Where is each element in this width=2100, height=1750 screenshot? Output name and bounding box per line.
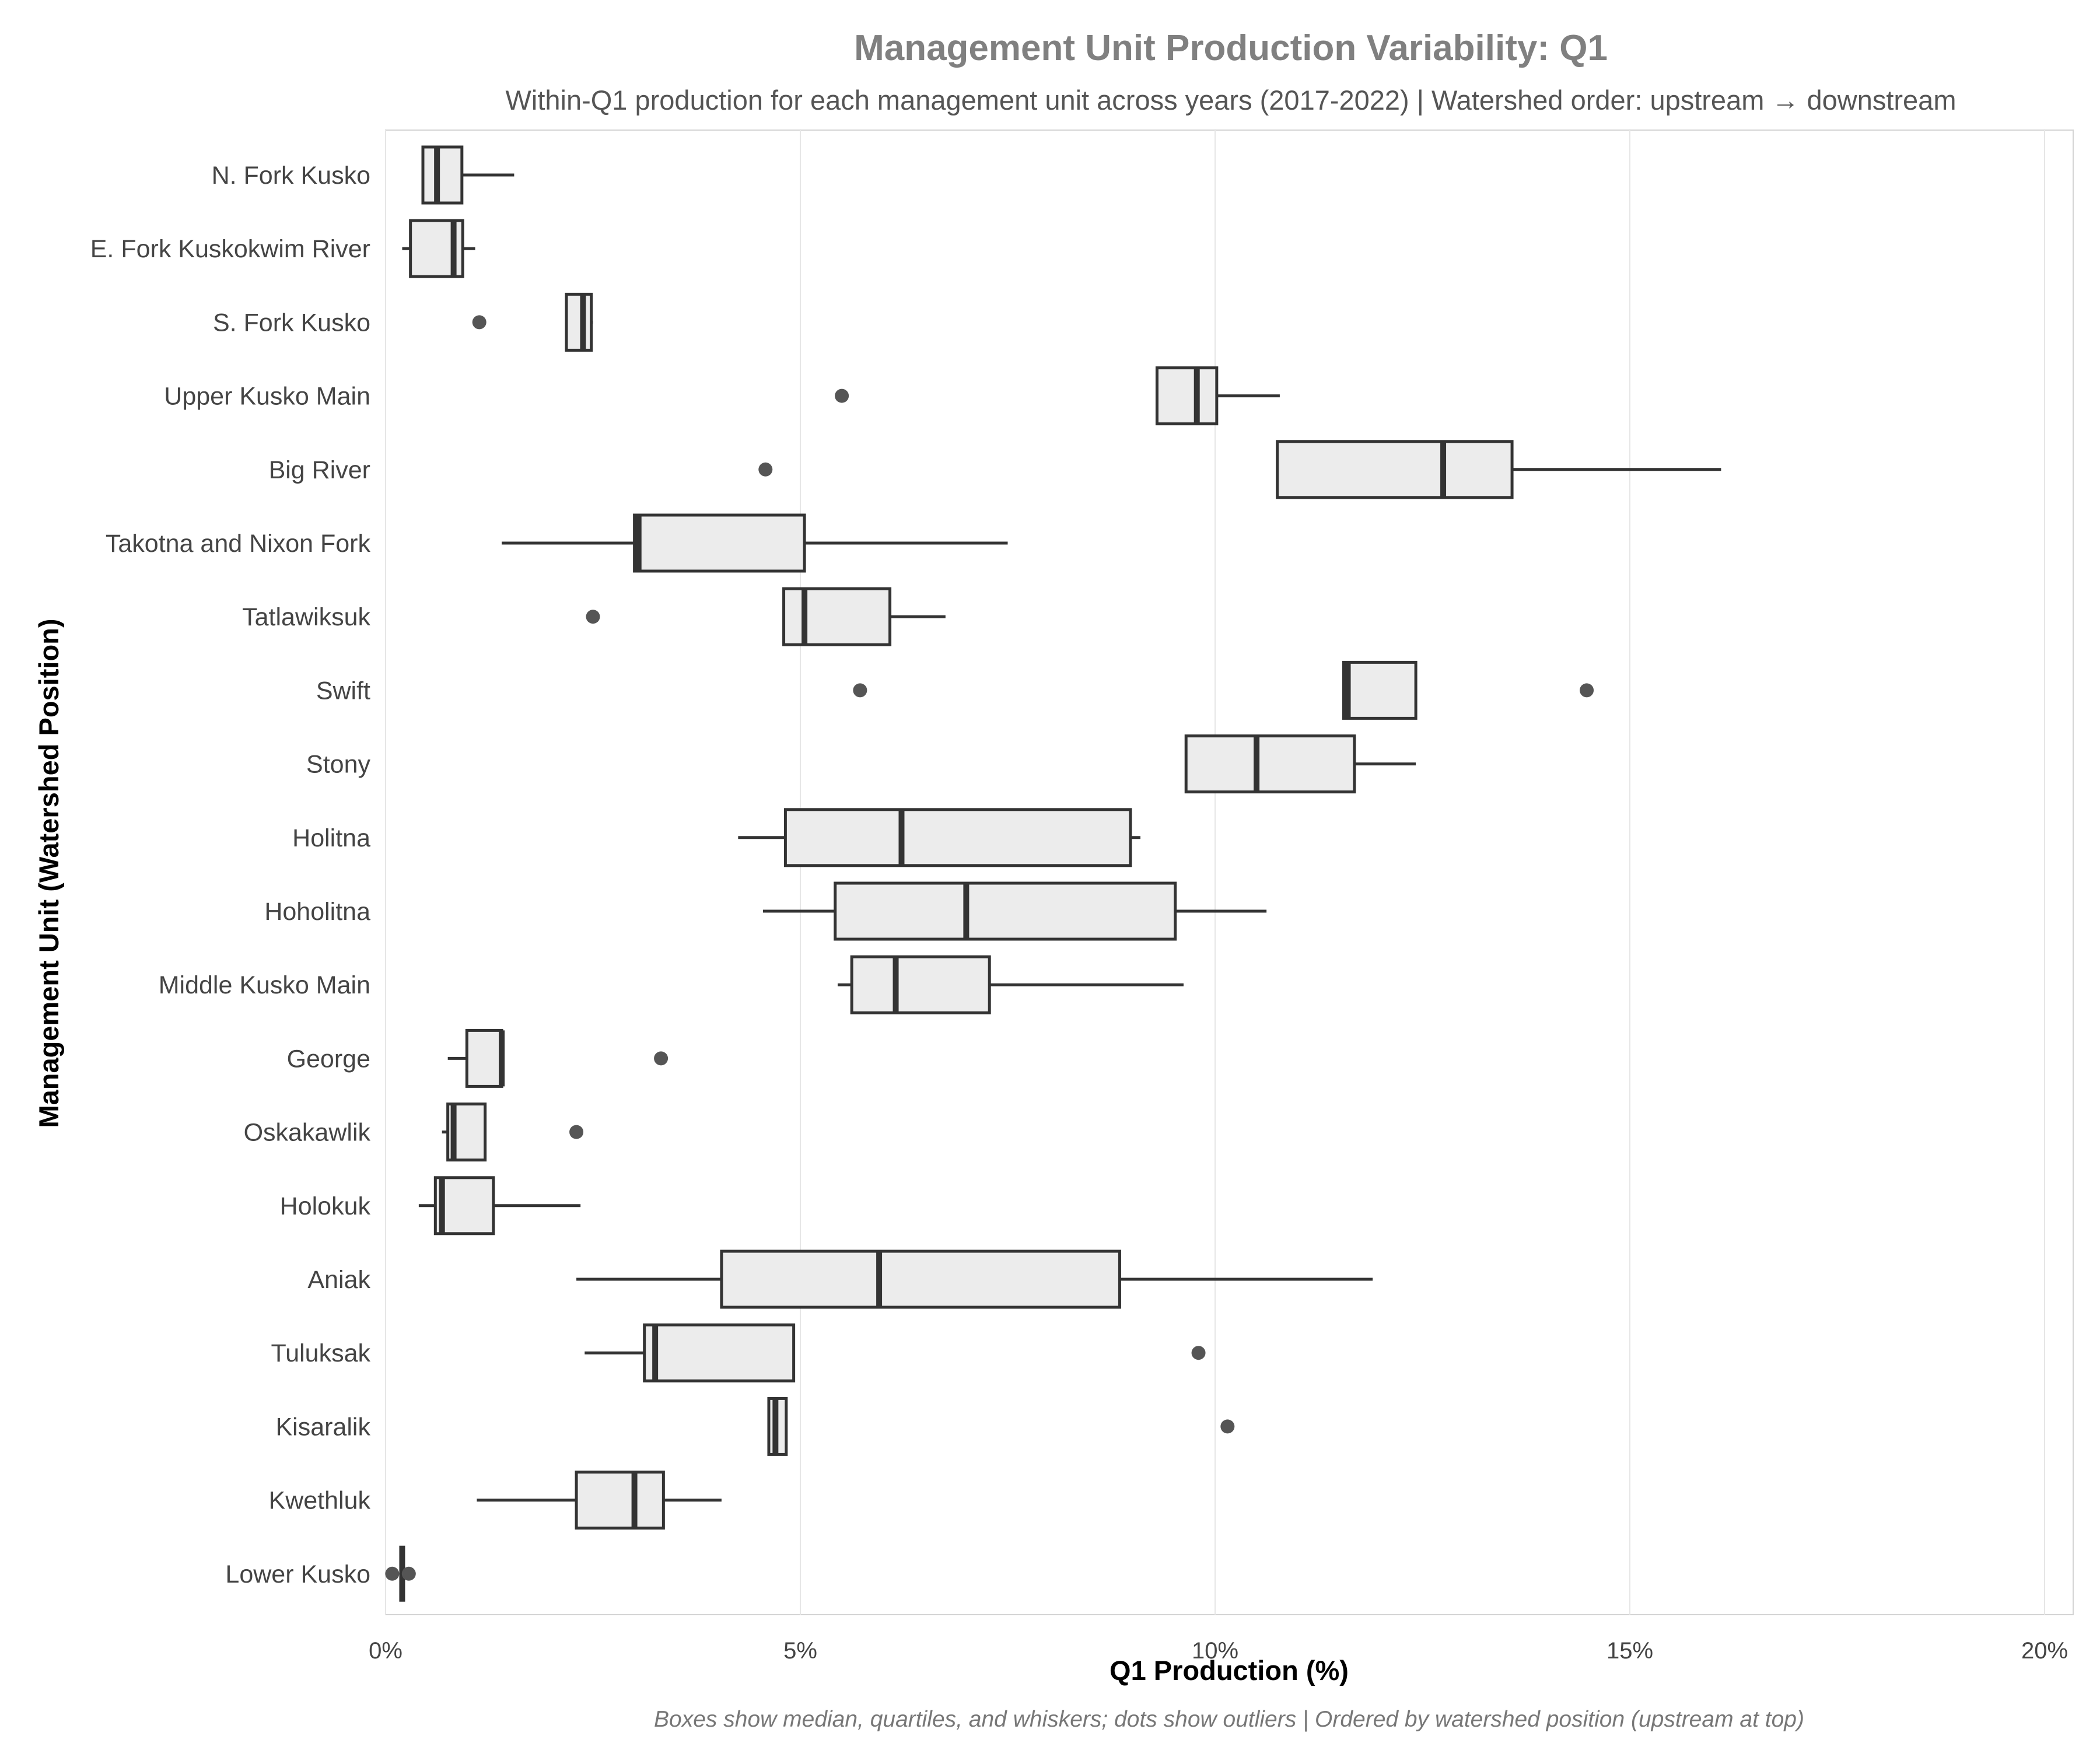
y-tick-label: Kisaralik bbox=[276, 1413, 371, 1441]
y-tick-label: Middle Kusko Main bbox=[159, 971, 370, 999]
x-tick-label: 20% bbox=[2021, 1638, 2068, 1664]
outlier-point bbox=[472, 315, 487, 330]
y-tick-label: Kwethluk bbox=[269, 1487, 371, 1515]
box bbox=[834, 881, 1177, 941]
box-group bbox=[576, 1250, 1373, 1309]
outlier-point bbox=[569, 1125, 584, 1139]
outlier-point bbox=[586, 610, 600, 624]
outlier-point bbox=[1220, 1419, 1235, 1434]
box-group bbox=[586, 587, 946, 646]
x-axis: 0% 5% 10% 15% 20% bbox=[369, 1638, 2068, 1664]
outlier-point bbox=[853, 683, 867, 698]
y-tick-label: Tuluksak bbox=[271, 1339, 371, 1367]
outlier-point bbox=[401, 1566, 416, 1581]
outlier-point bbox=[1191, 1346, 1206, 1360]
y-tick-label: Lower Kusko bbox=[225, 1560, 370, 1588]
chart-caption: Boxes show median, quartiles, and whiske… bbox=[654, 1707, 1804, 1732]
box-group bbox=[447, 1028, 668, 1088]
y-tick-label: Aniak bbox=[307, 1266, 370, 1294]
box bbox=[850, 955, 991, 1014]
y-tick-label: Tatlawiksuk bbox=[242, 603, 370, 631]
box-group bbox=[477, 1471, 722, 1530]
chart-subtitle: Within-Q1 production for each management… bbox=[506, 85, 1957, 116]
box-group bbox=[738, 808, 1141, 867]
x-axis-label: Q1 Production (%) bbox=[1110, 1655, 1349, 1686]
box-group bbox=[421, 145, 514, 205]
grid bbox=[385, 130, 2045, 1615]
box bbox=[1184, 734, 1356, 794]
box-group bbox=[385, 1545, 416, 1602]
box-group bbox=[418, 1176, 581, 1236]
box bbox=[720, 1250, 1121, 1309]
box bbox=[433, 1176, 495, 1236]
box bbox=[1276, 440, 1514, 499]
box-group bbox=[1184, 734, 1416, 794]
box bbox=[782, 587, 892, 646]
x-tick-label: 10% bbox=[1192, 1638, 1238, 1664]
plot-frame bbox=[385, 130, 2074, 1615]
y-tick-label: Takotna and Nixon Fork bbox=[106, 530, 371, 558]
box-group bbox=[584, 1323, 1206, 1382]
y-tick-label: E. Fork Kuskokwim River bbox=[90, 235, 370, 263]
box-series bbox=[385, 145, 1721, 1602]
box-group bbox=[502, 513, 1008, 573]
box bbox=[633, 513, 806, 573]
box-group bbox=[853, 660, 1594, 720]
box-group bbox=[402, 219, 475, 278]
box-group bbox=[835, 366, 1280, 426]
chart-title: Management Unit Production Variability: … bbox=[854, 28, 1608, 68]
box bbox=[421, 145, 464, 205]
y-tick-label: Hoholitna bbox=[264, 898, 370, 926]
x-tick-label: 5% bbox=[783, 1638, 817, 1664]
box bbox=[783, 808, 1132, 867]
y-tick-label: Big River bbox=[269, 456, 370, 484]
outlier-point bbox=[1580, 683, 1594, 698]
y-axis-label: Management Unit (Watershed Position) bbox=[33, 618, 64, 1128]
y-axis: N. Fork Kusko E. Fork Kuskokwim River S. F… bbox=[90, 162, 371, 1588]
box-group bbox=[767, 1396, 1235, 1456]
y-tick-label: Oskakawlik bbox=[244, 1119, 371, 1147]
y-tick-label: Holokuk bbox=[280, 1192, 371, 1220]
y-tick-label: Holitna bbox=[292, 824, 370, 852]
outlier-point bbox=[835, 388, 849, 403]
y-tick-label: George bbox=[287, 1045, 370, 1073]
outlier-point bbox=[758, 462, 773, 477]
box-group bbox=[472, 292, 593, 352]
box bbox=[565, 292, 593, 352]
box bbox=[465, 1028, 503, 1088]
y-tick-label: Stony bbox=[306, 751, 370, 779]
box-group bbox=[763, 881, 1267, 941]
box-group bbox=[442, 1102, 584, 1162]
x-tick-label: 0% bbox=[369, 1638, 402, 1664]
y-tick-label: N. Fork Kusko bbox=[212, 162, 370, 190]
box-group bbox=[758, 440, 1721, 499]
box-group bbox=[837, 955, 1184, 1014]
box bbox=[1342, 660, 1418, 720]
box bbox=[575, 1471, 665, 1530]
x-tick-label: 15% bbox=[1606, 1638, 1653, 1664]
y-tick-label: Swift bbox=[316, 677, 370, 705]
box bbox=[643, 1323, 796, 1382]
outlier-point bbox=[654, 1051, 668, 1066]
y-tick-label: Upper Kusko Main bbox=[164, 383, 370, 411]
y-tick-label: S. Fork Kusko bbox=[213, 309, 370, 337]
box bbox=[1155, 366, 1219, 426]
outlier-point bbox=[385, 1566, 400, 1581]
